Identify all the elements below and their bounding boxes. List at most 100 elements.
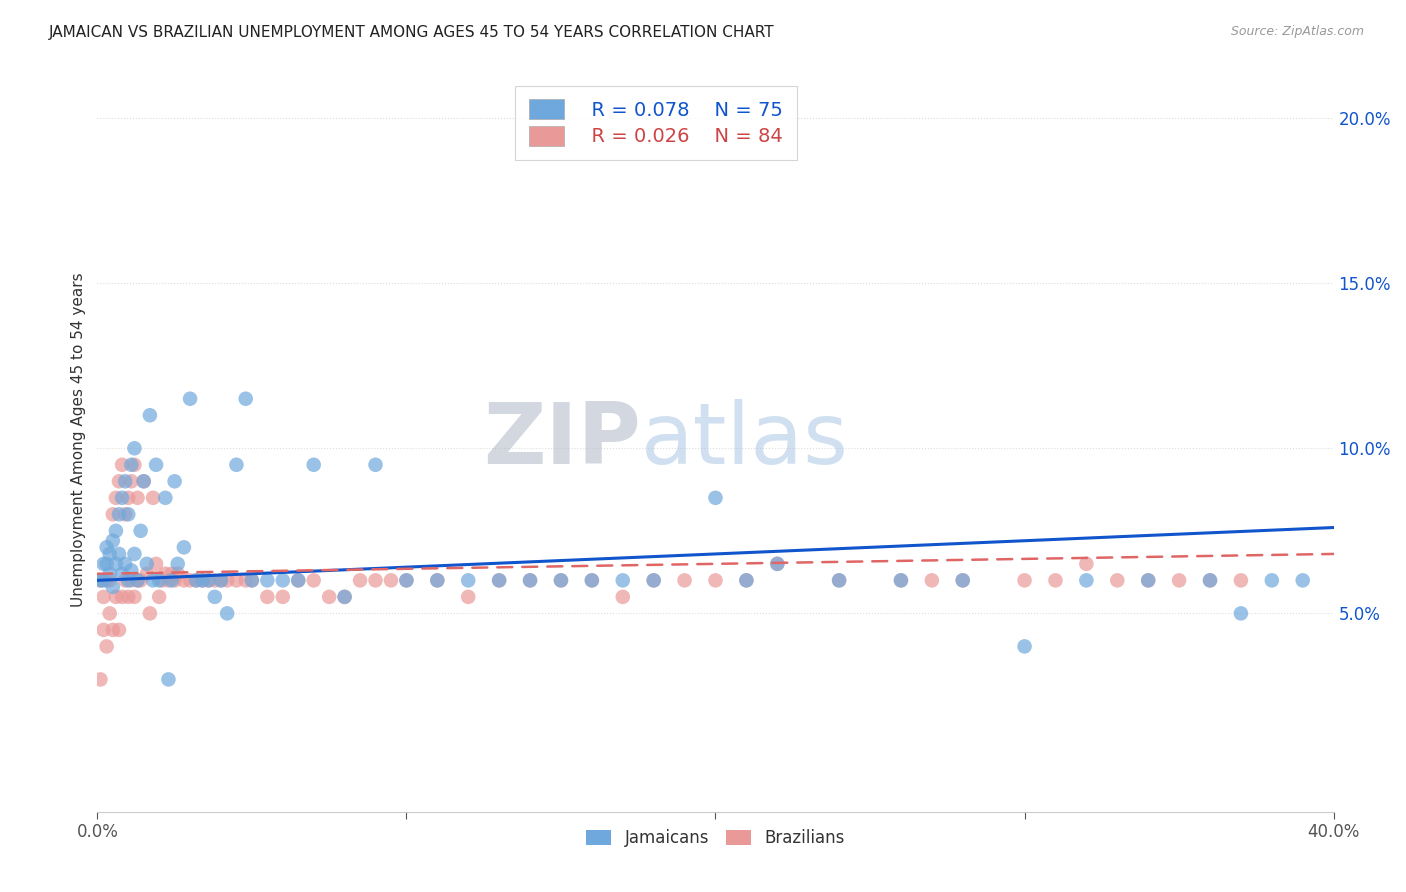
Point <box>1230 607 1253 621</box>
Point <box>1076 574 1098 588</box>
Point <box>114 475 136 489</box>
Point <box>145 458 167 472</box>
Y-axis label: Unemployment Among Ages 45 to 54 years: Unemployment Among Ages 45 to 54 years <box>72 273 86 607</box>
Point <box>581 574 603 588</box>
Point <box>124 590 146 604</box>
Point <box>124 458 146 472</box>
Point <box>108 623 131 637</box>
Point <box>735 574 758 588</box>
Point <box>101 533 124 548</box>
Point <box>108 547 131 561</box>
Point <box>550 574 572 588</box>
Point <box>380 574 402 588</box>
Point <box>1045 574 1067 588</box>
Point <box>457 574 479 588</box>
Point <box>952 574 974 588</box>
Point <box>673 574 696 588</box>
Point <box>256 574 278 588</box>
Point <box>209 574 232 588</box>
Point <box>120 564 142 578</box>
Point <box>160 574 183 588</box>
Point <box>766 557 789 571</box>
Point <box>96 574 118 588</box>
Point <box>166 557 188 571</box>
Point <box>120 475 142 489</box>
Point <box>120 574 142 588</box>
Point <box>235 392 257 406</box>
Point <box>129 574 152 588</box>
Point <box>89 673 111 687</box>
Point <box>217 574 239 588</box>
Point <box>204 574 226 588</box>
Point <box>1014 574 1036 588</box>
Text: atlas: atlas <box>641 399 849 482</box>
Point <box>142 491 165 505</box>
Point <box>139 607 162 621</box>
Point <box>179 392 201 406</box>
Point <box>104 557 127 571</box>
Point <box>287 574 309 588</box>
Point <box>1014 640 1036 654</box>
Point <box>129 524 152 538</box>
Point <box>132 475 155 489</box>
Point <box>1137 574 1160 588</box>
Point <box>98 566 121 581</box>
Point <box>135 557 157 571</box>
Point <box>364 574 387 588</box>
Point <box>108 475 131 489</box>
Point <box>142 574 165 588</box>
Point <box>395 574 418 588</box>
Point <box>96 640 118 654</box>
Point <box>217 607 239 621</box>
Point <box>735 574 758 588</box>
Point <box>163 574 186 588</box>
Point <box>302 574 325 588</box>
Point <box>163 475 186 489</box>
Point <box>96 541 118 555</box>
Point <box>240 574 263 588</box>
Point <box>101 580 124 594</box>
Point <box>111 491 134 505</box>
Point <box>139 409 162 423</box>
Point <box>104 590 127 604</box>
Point <box>488 574 510 588</box>
Point <box>98 607 121 621</box>
Point <box>108 508 131 522</box>
Point <box>148 590 170 604</box>
Point <box>135 566 157 581</box>
Legend:   R = 0.078    N = 75,   R = 0.026    N = 84: R = 0.078 N = 75, R = 0.026 N = 84 <box>515 86 797 160</box>
Point <box>93 590 115 604</box>
Point <box>145 557 167 571</box>
Point <box>828 574 851 588</box>
Point <box>1292 574 1315 588</box>
Point <box>117 508 139 522</box>
Point <box>209 574 232 588</box>
Point <box>157 574 180 588</box>
Point <box>127 491 149 505</box>
Point <box>1199 574 1222 588</box>
Point <box>581 574 603 588</box>
Text: ZIP: ZIP <box>484 399 641 482</box>
Point <box>612 590 634 604</box>
Point <box>333 590 356 604</box>
Point <box>124 547 146 561</box>
Point <box>828 574 851 588</box>
Point <box>364 458 387 472</box>
Point <box>155 566 177 581</box>
Point <box>704 574 727 588</box>
Point <box>271 574 294 588</box>
Point <box>101 508 124 522</box>
Point <box>148 574 170 588</box>
Point <box>271 590 294 604</box>
Point <box>225 574 247 588</box>
Point <box>98 547 121 561</box>
Point <box>426 574 449 588</box>
Point <box>104 491 127 505</box>
Point <box>89 574 111 588</box>
Point <box>96 557 118 571</box>
Point <box>157 673 180 687</box>
Point <box>114 557 136 571</box>
Point <box>240 574 263 588</box>
Point <box>197 574 219 588</box>
Point <box>124 442 146 456</box>
